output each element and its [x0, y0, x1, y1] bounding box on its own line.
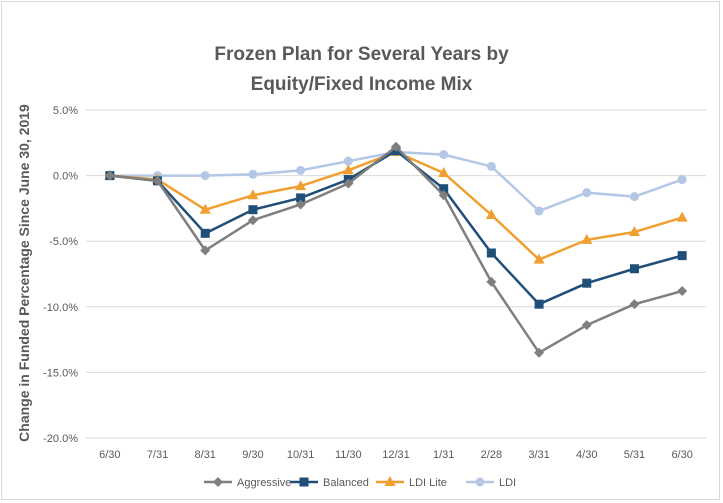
data-point-circle: [248, 169, 258, 179]
x-tick-label: 12/31: [382, 449, 410, 461]
data-point-triangle: [438, 166, 450, 177]
legend-label: Balanced: [323, 477, 369, 489]
legend-item: LDI: [466, 477, 516, 489]
x-tick-label: 6/30: [99, 449, 120, 461]
data-point-diamond: [438, 190, 449, 201]
series-line: [109, 145, 683, 354]
data-point-triangle: [247, 189, 259, 200]
data-point-triangle: [485, 208, 497, 219]
data-point-triangle: [628, 226, 640, 237]
x-tick-label: 6/30: [671, 449, 692, 461]
legend-label: LDI Lite: [409, 477, 447, 489]
data-point-triangle: [342, 164, 354, 175]
data-point-diamond: [152, 175, 163, 186]
legend-label: LDI: [499, 477, 516, 489]
x-tick-label: 10/31: [287, 449, 315, 461]
x-tick-label: 11/30: [335, 449, 362, 461]
data-point-diamond: [200, 245, 211, 256]
data-point-square: [534, 299, 544, 309]
data-point-triangle: [384, 476, 396, 486]
data-point-diamond: [534, 347, 545, 358]
series-line: [109, 149, 683, 306]
x-tick-labels: 6/30 7/31 8/31 9/30 10/31 11/30 12/31 1/31 2/28 3…: [99, 449, 693, 461]
x-tick-label: 4/30: [576, 449, 597, 461]
series-ldi-lite: [104, 145, 688, 264]
data-point-diamond: [247, 215, 258, 226]
data-point-diamond: [486, 276, 497, 287]
data-point-diamond: [391, 141, 401, 152]
data-point-square: [629, 264, 639, 274]
data-point-circle: [486, 161, 496, 171]
series-group: [104, 141, 688, 358]
data-point-diamond: [104, 170, 115, 181]
x-tick-label: 9/30: [242, 449, 263, 461]
legend-item: Balanced: [290, 477, 369, 489]
y-tick-label: 5.0%: [53, 105, 78, 117]
data-point-circle: [200, 171, 210, 181]
data-point-circle: [296, 165, 306, 175]
legend-label: Aggressive: [237, 477, 291, 489]
y-tick-label: -15.0%: [43, 367, 78, 379]
data-point-square: [677, 251, 687, 261]
legend-item: Aggressive: [204, 477, 291, 489]
data-point-diamond: [295, 199, 306, 210]
data-point-diamond: [213, 477, 223, 487]
data-point-triangle: [295, 180, 307, 191]
series-line: [109, 150, 683, 213]
data-point-diamond: [581, 320, 592, 331]
data-point-circle: [629, 192, 639, 202]
series-aggressive: [104, 141, 688, 358]
data-point-square: [200, 228, 210, 238]
legend: Aggressive Balanced LDI Lite LDI: [204, 476, 516, 489]
y-tick-label: -5.0%: [49, 236, 78, 248]
x-tick-label: 2/28: [481, 449, 502, 461]
legend-item: LDI Lite: [376, 476, 447, 489]
data-point-triangle: [676, 211, 688, 222]
data-point-square: [486, 248, 496, 258]
data-point-square: [299, 477, 309, 487]
data-point-circle: [439, 150, 449, 160]
data-point-circle: [582, 188, 592, 198]
data-point-circle: [343, 156, 353, 166]
data-point-triangle: [199, 203, 211, 214]
data-point-triangle: [581, 233, 593, 244]
data-point-square: [582, 278, 592, 288]
y-tick-label: 0.0%: [53, 171, 78, 183]
data-point-circle: [677, 175, 687, 185]
chart-title-line-2: Equity/Fixed Income Mix: [250, 74, 473, 95]
data-point-diamond: [343, 178, 354, 189]
series-ldi: [105, 147, 687, 216]
data-point-square: [248, 205, 258, 215]
data-point-circle: [534, 206, 544, 216]
series-balanced: [105, 146, 687, 309]
data-point-circle: [475, 477, 485, 487]
data-point-square: [439, 184, 449, 194]
chart-title-line-1: Frozen Plan for Several Years by: [214, 44, 509, 65]
x-tick-label: 7/31: [147, 449, 168, 461]
x-tick-label: 3/31: [528, 449, 549, 461]
x-tick-label: 8/31: [195, 449, 216, 461]
y-tick-labels: 5.0% 0.0% -5.0% -10.0% -15.0% -20.0%: [43, 105, 78, 445]
x-tick-label: 5/31: [624, 449, 645, 461]
data-point-square: [296, 193, 306, 203]
x-tick-label: 1/31: [433, 449, 454, 461]
series-line: [109, 150, 683, 261]
y-tick-label: -20.0%: [43, 433, 78, 445]
data-point-diamond: [677, 286, 688, 297]
data-point-diamond: [629, 299, 640, 310]
data-point-triangle: [533, 253, 545, 264]
y-tick-label: -10.0%: [43, 302, 78, 314]
